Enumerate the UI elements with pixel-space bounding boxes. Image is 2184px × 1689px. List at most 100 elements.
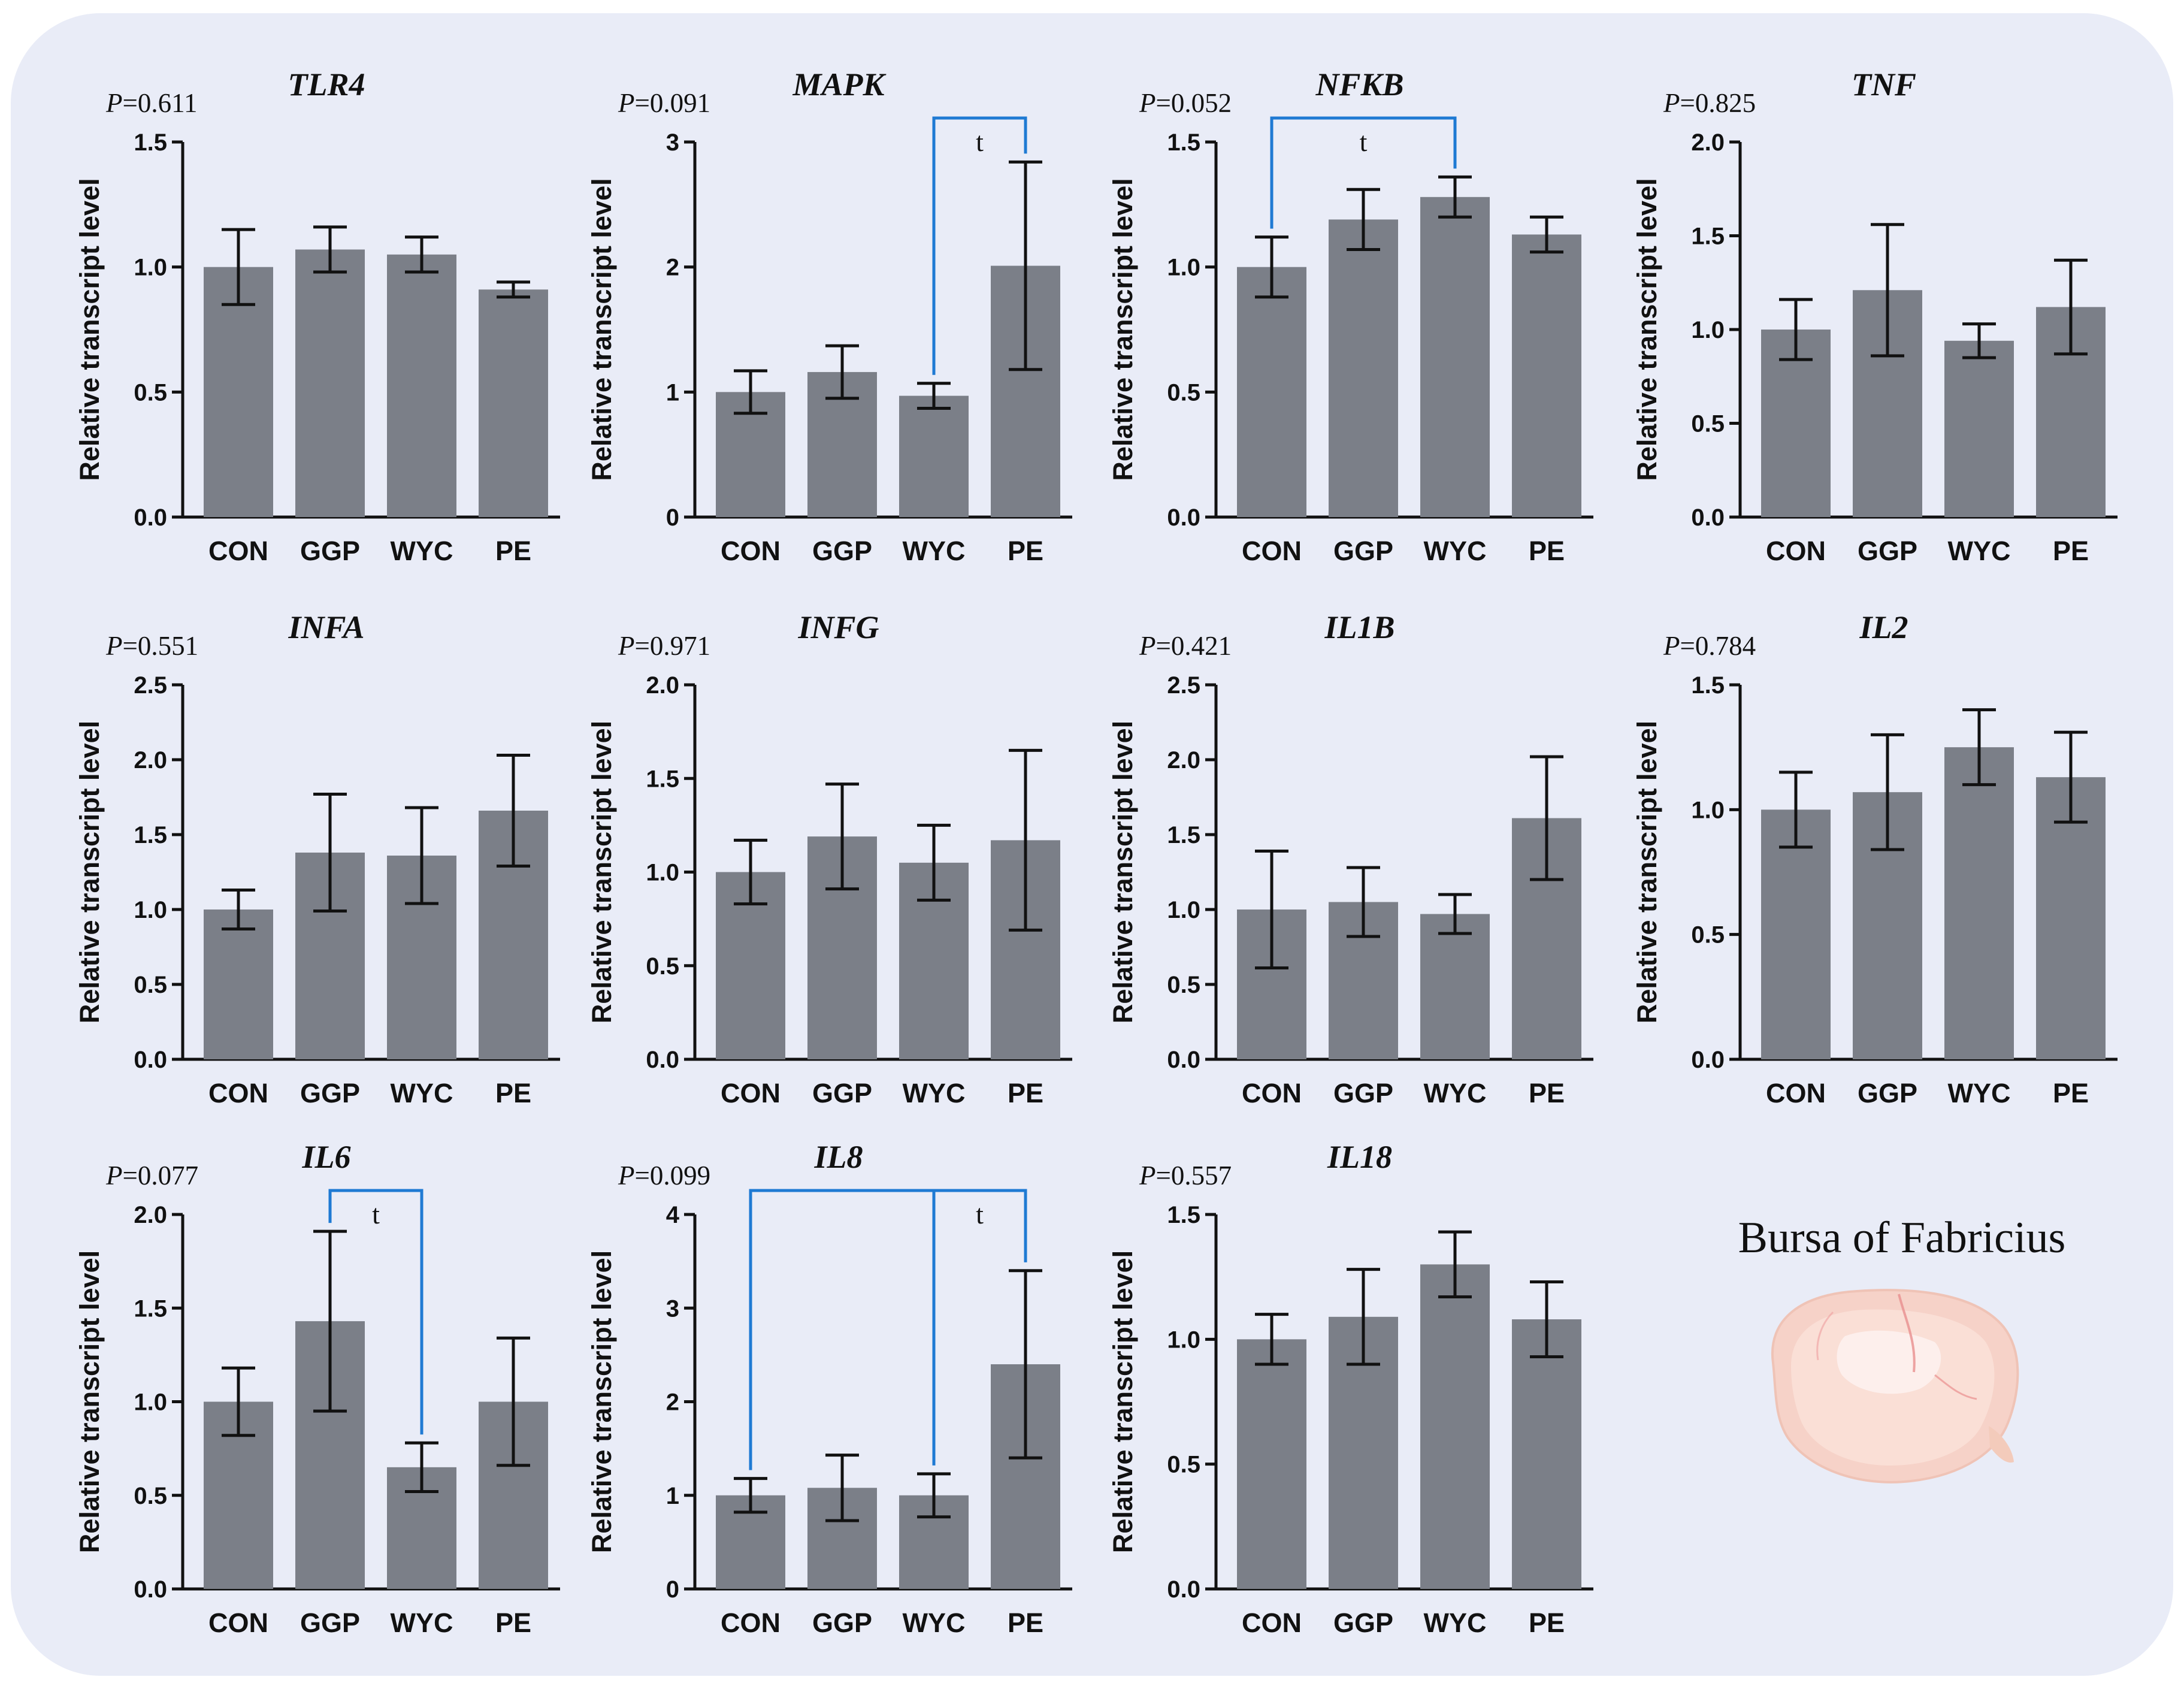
chart-title: IL1B <box>1324 609 1395 645</box>
chart-infa: INFA P=0.551 Relative transcript level 0.0 0… <box>74 609 560 1108</box>
chart-title: MAPK <box>792 67 887 102</box>
chart-infg: INFG P=0.971 Relative transcript level 0.0 0… <box>586 609 1072 1108</box>
y-tick-label: 1.5 <box>1167 1202 1200 1228</box>
chart-title: INFA <box>288 609 364 645</box>
y-tick-label: 2.0 <box>646 672 679 699</box>
p-value-label: P=0.077 <box>105 1161 198 1191</box>
category-label: CON <box>208 1608 268 1638</box>
category-label: CON <box>721 536 781 566</box>
bar-pe <box>1512 1319 1581 1589</box>
y-tick-label: 1.0 <box>1691 317 1725 343</box>
category-label: CON <box>1766 536 1826 566</box>
bar-wyc <box>1944 340 2014 517</box>
y-tick-label: 0.0 <box>134 1576 167 1603</box>
category-label: PE <box>1529 1078 1565 1108</box>
bar-con <box>204 910 273 1059</box>
category-label: PE <box>1529 536 1565 566</box>
bar-wyc <box>1420 197 1490 517</box>
y-tick-label: 0.5 <box>646 953 679 980</box>
p-value-label: P=0.091 <box>618 88 710 118</box>
y-tick-label: 4 <box>666 1202 680 1228</box>
category-label: PE <box>495 1608 531 1638</box>
tissue-label: Bursa of Fabricius <box>1738 1213 2066 1262</box>
chart-il18: IL18 P=0.557 Relative transcript level 0.0 0… <box>1108 1139 1593 1638</box>
category-label: WYC <box>391 1608 453 1638</box>
category-label: GGP <box>1858 1078 1917 1108</box>
bar-wyc <box>387 254 456 517</box>
p-value-label: P=0.825 <box>1663 88 1756 118</box>
category-label: GGP <box>300 1608 360 1638</box>
bar-con <box>1237 1339 1306 1589</box>
category-label: CON <box>1766 1078 1826 1108</box>
category-label: WYC <box>1424 1078 1487 1108</box>
y-axis-label: Relative transcript level <box>74 1250 105 1553</box>
y-tick-label: 0.5 <box>1691 411 1725 437</box>
category-label: GGP <box>1333 1078 1393 1108</box>
bar-wyc <box>1420 914 1490 1059</box>
category-label: GGP <box>812 1608 872 1638</box>
y-tick-label: 3 <box>666 1295 679 1322</box>
category-label: CON <box>721 1078 781 1108</box>
y-tick-label: 1.0 <box>1167 255 1200 281</box>
significance-bracket <box>749 1189 1027 1470</box>
category-label: WYC <box>903 1608 966 1638</box>
category-label: WYC <box>903 536 966 566</box>
y-tick-label: 1.0 <box>134 897 167 923</box>
chart-il2: IL2 P=0.784 Relative transcript level 0.0 0.… <box>1632 609 2118 1108</box>
y-tick-label: 2.5 <box>134 672 167 699</box>
chart-title: TLR4 <box>288 67 365 102</box>
category-label: PE <box>1008 1608 1043 1638</box>
y-tick-label: 1.5 <box>1691 672 1725 699</box>
y-axis-label: Relative transcript level <box>74 178 105 481</box>
bar-con <box>204 267 273 517</box>
y-tick-label: 0 <box>666 1576 679 1603</box>
y-tick-label: 1.0 <box>1167 897 1200 923</box>
significance-label: t <box>976 1199 984 1229</box>
bar-wyc <box>1420 1264 1490 1589</box>
y-tick-label: 1.0 <box>134 255 167 281</box>
y-tick-label: 3 <box>666 129 679 156</box>
y-tick-label: 0.5 <box>134 972 167 998</box>
category-label: WYC <box>1424 536 1487 566</box>
y-tick-label: 0.0 <box>1691 1047 1725 1073</box>
category-label: CON <box>208 536 268 566</box>
category-label: GGP <box>812 1078 872 1108</box>
significance-label: t <box>1360 126 1368 157</box>
chart-il6: IL6 P=0.077 Relative transcript level 0.0 0.… <box>74 1139 560 1638</box>
y-tick-label: 1.0 <box>134 1389 167 1416</box>
chart-tnf: TNF P=0.825 Relative transcript level 0.0 0.… <box>1632 67 2118 566</box>
p-value-label: P=0.099 <box>618 1161 710 1191</box>
y-axis-label: Relative transcript level <box>1632 721 1662 1023</box>
y-axis-label: Relative transcript level <box>1108 721 1138 1023</box>
significance-bracket <box>932 116 1027 375</box>
y-tick-label: 0.0 <box>1167 1576 1200 1603</box>
y-tick-label: 0.5 <box>1167 972 1200 998</box>
y-tick-label: 1.0 <box>646 860 679 886</box>
y-tick-label: 1.5 <box>646 766 679 792</box>
y-axis-label: Relative transcript level <box>1108 178 1138 481</box>
category-label: PE <box>1529 1608 1565 1638</box>
y-tick-label: 2.0 <box>134 747 167 774</box>
y-tick-label: 1.0 <box>1691 797 1725 823</box>
category-label: GGP <box>1333 1608 1393 1638</box>
y-tick-label: 0 <box>666 504 679 531</box>
significance-bracket <box>1270 116 1457 229</box>
bursa-photo <box>1771 1289 2019 1483</box>
chart-il1b: IL1B P=0.421 Relative transcript level 0.0 0… <box>1108 609 1593 1108</box>
bar-pe <box>2036 777 2106 1059</box>
y-tick-label: 2.0 <box>1691 129 1725 156</box>
bar-ggp <box>295 249 365 517</box>
bar-ggp <box>1329 219 1398 517</box>
tissue-panel: Bursa of Fabricius <box>1738 1213 2066 1483</box>
y-tick-label: 1.5 <box>1167 129 1200 156</box>
category-label: PE <box>1008 1078 1043 1108</box>
y-axis-label: Relative transcript level <box>586 1250 617 1553</box>
y-tick-label: 0.0 <box>134 504 167 531</box>
category-label: CON <box>1242 1078 1302 1108</box>
y-axis-label: Relative transcript level <box>1108 1250 1138 1553</box>
y-tick-label: 0.5 <box>1691 922 1725 948</box>
y-tick-label: 0.5 <box>134 1483 167 1509</box>
category-label: WYC <box>1948 1078 2011 1108</box>
category-label: PE <box>495 536 531 566</box>
chart-title: TNF <box>1852 67 1916 102</box>
